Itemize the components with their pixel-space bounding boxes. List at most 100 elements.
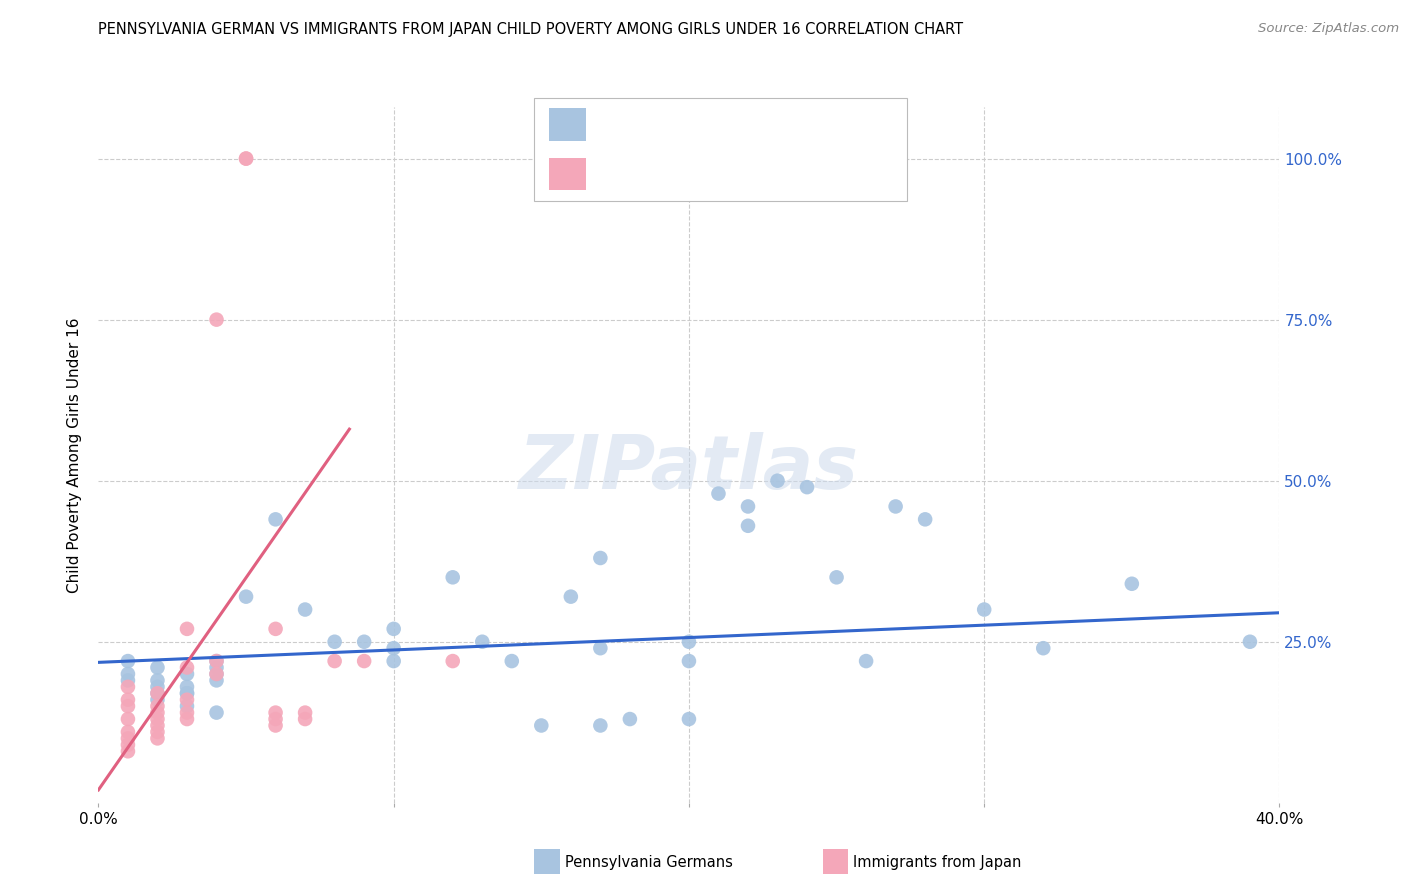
Point — [264, 718, 287, 732]
Point — [501, 654, 523, 668]
Point — [176, 686, 198, 700]
Text: Source: ZipAtlas.com: Source: ZipAtlas.com — [1258, 22, 1399, 36]
Point — [117, 738, 139, 752]
Point — [323, 654, 346, 668]
Point — [294, 712, 316, 726]
Point — [146, 673, 169, 688]
Point — [589, 718, 612, 732]
Point — [973, 602, 995, 616]
Point — [235, 590, 257, 604]
Point — [530, 718, 553, 732]
Point — [205, 654, 228, 668]
Text: ZIPatlas: ZIPatlas — [519, 433, 859, 506]
Point — [855, 654, 877, 668]
Point — [146, 731, 169, 746]
Text: 0.400: 0.400 — [661, 167, 709, 182]
Point — [146, 718, 169, 732]
Y-axis label: Child Poverty Among Girls Under 16: Child Poverty Among Girls Under 16 — [67, 318, 83, 592]
Point — [382, 654, 405, 668]
Point — [146, 699, 169, 714]
Point — [146, 686, 169, 700]
Point — [205, 667, 228, 681]
Point — [1121, 576, 1143, 591]
Point — [914, 512, 936, 526]
Point — [176, 680, 198, 694]
Point — [205, 312, 228, 326]
Point — [205, 654, 228, 668]
Point — [117, 731, 139, 746]
Point — [560, 590, 582, 604]
Text: 34: 34 — [814, 167, 835, 182]
Point — [294, 706, 316, 720]
Point — [264, 706, 287, 720]
Point — [117, 725, 139, 739]
FancyBboxPatch shape — [550, 158, 586, 190]
Point — [146, 725, 169, 739]
Text: N =: N = — [747, 167, 780, 182]
Point — [117, 667, 139, 681]
Point — [235, 152, 257, 166]
Text: R =: R = — [602, 117, 634, 132]
Point — [382, 641, 405, 656]
Text: N =: N = — [747, 117, 780, 132]
Point — [235, 152, 257, 166]
Point — [146, 692, 169, 706]
Point — [678, 654, 700, 668]
Point — [353, 654, 375, 668]
Point — [176, 686, 198, 700]
Point — [323, 634, 346, 648]
FancyBboxPatch shape — [534, 98, 907, 201]
Point — [176, 692, 198, 706]
Point — [678, 634, 700, 648]
Point — [205, 706, 228, 720]
Text: 0.164: 0.164 — [661, 117, 709, 132]
Point — [441, 570, 464, 584]
Text: Pennsylvania Germans: Pennsylvania Germans — [565, 855, 733, 870]
Point — [146, 680, 169, 694]
Point — [146, 712, 169, 726]
FancyBboxPatch shape — [550, 109, 586, 141]
Point — [117, 673, 139, 688]
Point — [589, 641, 612, 656]
Point — [589, 551, 612, 566]
Point — [117, 712, 139, 726]
Point — [176, 667, 198, 681]
Point — [471, 634, 494, 648]
Point — [353, 634, 375, 648]
Point — [146, 660, 169, 674]
Point — [205, 667, 228, 681]
Point — [1032, 641, 1054, 656]
Point — [205, 660, 228, 674]
Point — [176, 622, 198, 636]
Point — [264, 512, 287, 526]
Point — [619, 712, 641, 726]
Point — [117, 692, 139, 706]
Point — [176, 660, 198, 674]
Point — [205, 673, 228, 688]
Point — [176, 712, 198, 726]
Point — [146, 706, 169, 720]
Point — [884, 500, 907, 514]
Point — [441, 654, 464, 668]
Point — [766, 474, 789, 488]
Point — [707, 486, 730, 500]
Point — [294, 602, 316, 616]
Text: Immigrants from Japan: Immigrants from Japan — [853, 855, 1022, 870]
Point — [117, 654, 139, 668]
Point — [737, 500, 759, 514]
Point — [146, 686, 169, 700]
Point — [678, 712, 700, 726]
Text: PENNSYLVANIA GERMAN VS IMMIGRANTS FROM JAPAN CHILD POVERTY AMONG GIRLS UNDER 16 : PENNSYLVANIA GERMAN VS IMMIGRANTS FROM J… — [98, 22, 963, 37]
Point — [264, 712, 287, 726]
Point — [117, 744, 139, 758]
Point — [117, 699, 139, 714]
Point — [825, 570, 848, 584]
Point — [117, 680, 139, 694]
Point — [1239, 634, 1261, 648]
Point — [264, 622, 287, 636]
Point — [176, 699, 198, 714]
Point — [176, 706, 198, 720]
Point — [796, 480, 818, 494]
Text: 51: 51 — [814, 117, 835, 132]
Text: R =: R = — [602, 167, 634, 182]
